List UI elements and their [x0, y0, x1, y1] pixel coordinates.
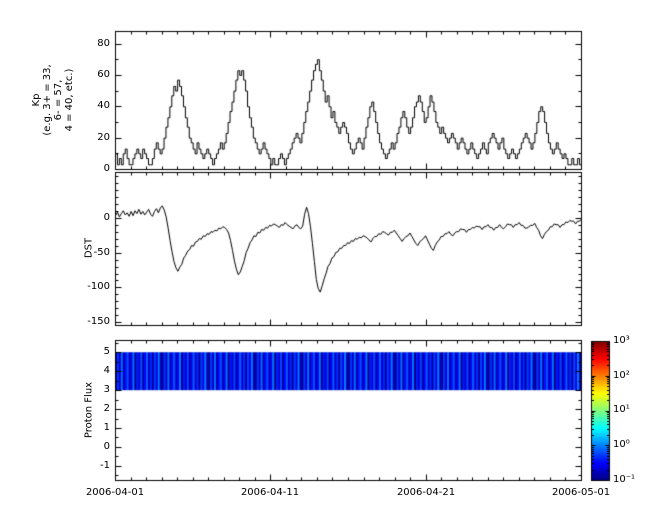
colorbar-tick-label: 10² — [613, 370, 630, 381]
kp-ytick-label: 0 — [103, 163, 110, 174]
kp-axis-title: Kp (e.g. 3+ = 33, 6- = 57, 4 = 40, etc.) — [31, 64, 75, 135]
kp-ytick-label: 20 — [97, 132, 110, 143]
xtick-label-date: 2006-05-01 — [551, 487, 611, 498]
flux-ytick-label: 4 — [103, 365, 110, 376]
kp-axis-title-line: (e.g. 3+ = 33, — [42, 64, 53, 136]
flux-ytick-label: 0 — [103, 441, 110, 452]
kp-axis-title-line: 6- = 57, — [53, 79, 64, 121]
kp-ytick-label: 40 — [97, 100, 110, 111]
dst-ytick-label: -100 — [87, 281, 110, 292]
flux-ytick-label: 1 — [103, 422, 110, 433]
flux-ytick-label: 5 — [103, 346, 110, 357]
kp-ytick-label: 80 — [97, 38, 110, 49]
flux-ytick-label: -1 — [100, 460, 110, 471]
flux-ytick-label: 3 — [103, 384, 110, 395]
dst-ytick-label: 0 — [103, 212, 110, 223]
xtick-label-date: 2006-04-21 — [396, 487, 456, 498]
xtick-label-date: 2006-04-01 — [85, 487, 145, 498]
flux-ytick-label: 2 — [103, 403, 110, 414]
dst-ytick-label: -150 — [87, 316, 110, 327]
dst-ytick-label: -50 — [93, 247, 110, 258]
colorbar-tick-label: 10³ — [613, 335, 630, 346]
colorbar-tick-label: 10⁰ — [613, 439, 630, 450]
kp-axis-title-line: 4 = 40, etc.) — [64, 68, 75, 132]
kp-axis-title-line: Kp — [31, 93, 42, 107]
kp-ytick-label: 60 — [97, 69, 110, 80]
colorbar-tick-label: 10⁻¹ — [613, 474, 636, 485]
xtick-label-date: 2006-04-11 — [240, 487, 300, 498]
colorbar-tick-label: 10¹ — [613, 404, 630, 415]
